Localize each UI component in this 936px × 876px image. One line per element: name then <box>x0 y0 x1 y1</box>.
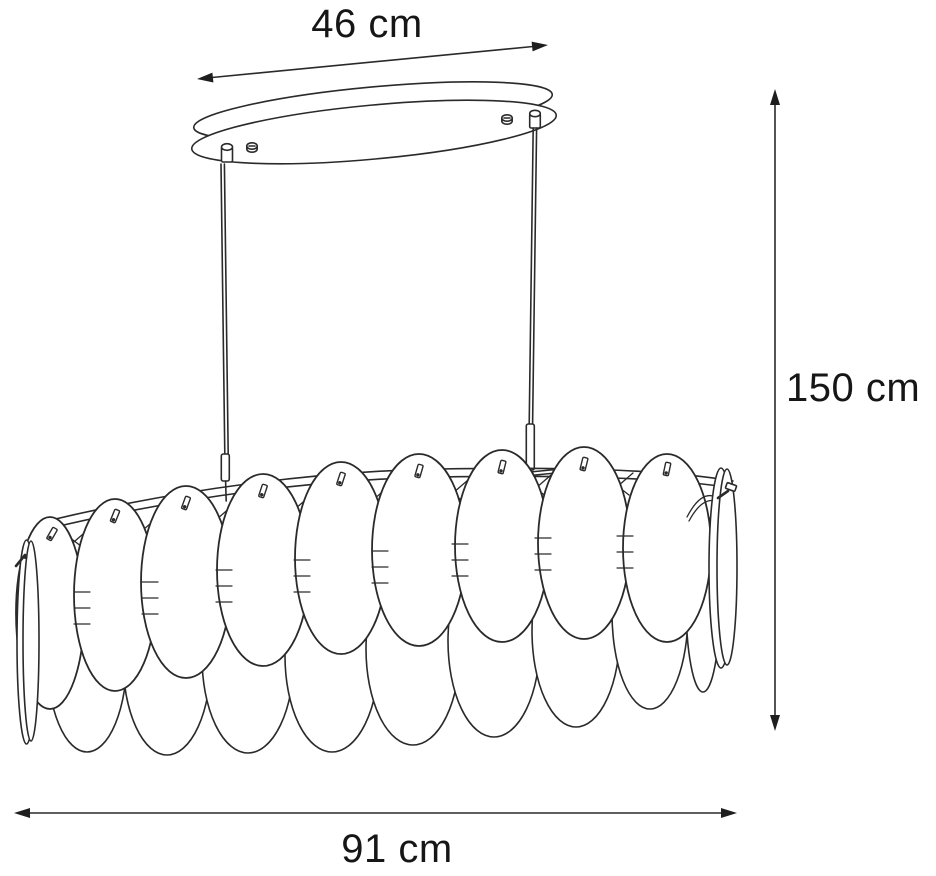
ceiling-canopy <box>190 81 558 165</box>
disc-clip-right-edge <box>716 481 738 500</box>
disc-clips <box>46 456 672 542</box>
disc-edge-right <box>708 467 738 669</box>
dimension-label-body-width: 91 cm <box>341 827 453 871</box>
suspension-rod-left <box>220 163 231 502</box>
dimension-arrow-right <box>770 89 780 731</box>
dimension-label-height: 150 cm <box>786 366 921 410</box>
dimension-arrow-top <box>197 41 548 83</box>
dimension-label-canopy-width: 46 cm <box>311 2 423 46</box>
disc-clip-left-edge <box>14 553 28 568</box>
screw-left <box>246 142 259 153</box>
cable-gland-right <box>528 109 542 129</box>
screw-right <box>500 114 513 125</box>
disc-links <box>73 535 634 625</box>
suspension-rod-right <box>525 127 567 477</box>
dimension-arrow-bottom <box>14 808 737 818</box>
cable-gland-left <box>220 142 234 163</box>
disc-edge-left <box>14 539 40 745</box>
glass-discs-front-row <box>15 446 712 710</box>
